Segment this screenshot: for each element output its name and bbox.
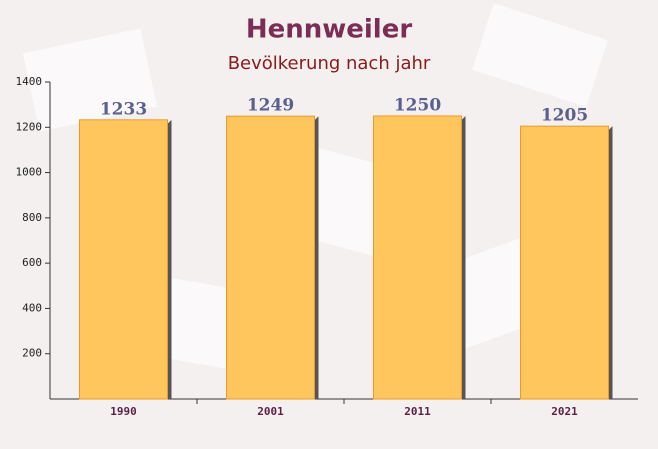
value-label: 1233 <box>100 99 147 119</box>
y-tick-label: 200 <box>22 347 42 360</box>
x-tick-label: 2021 <box>551 405 578 418</box>
chart-subtitle: Bevölkerung nach jahr <box>228 53 431 74</box>
y-tick-label: 1400 <box>16 75 43 88</box>
value-label: 1250 <box>394 95 441 115</box>
bar <box>226 115 315 400</box>
value-label: 1249 <box>247 96 294 116</box>
bar-shadow <box>461 115 466 399</box>
x-tick-label: 2011 <box>404 405 431 418</box>
y-tick-label: 800 <box>22 211 42 224</box>
y-tick-label: 1200 <box>16 120 43 133</box>
bar <box>79 119 168 400</box>
x-tick-label: 2001 <box>257 405 284 418</box>
chart-title: Hennweiler <box>246 15 413 45</box>
y-tick-label: 1000 <box>16 166 43 179</box>
bar <box>520 125 609 400</box>
value-label: 1205 <box>541 106 588 126</box>
y-tick-label: 600 <box>22 256 42 269</box>
bar-shadow <box>314 116 319 400</box>
x-tick-label: 1990 <box>110 405 137 418</box>
bar <box>373 115 462 400</box>
y-tick-label: 400 <box>22 301 42 314</box>
bar-shadow <box>167 119 172 399</box>
bar-shadow <box>608 126 613 399</box>
